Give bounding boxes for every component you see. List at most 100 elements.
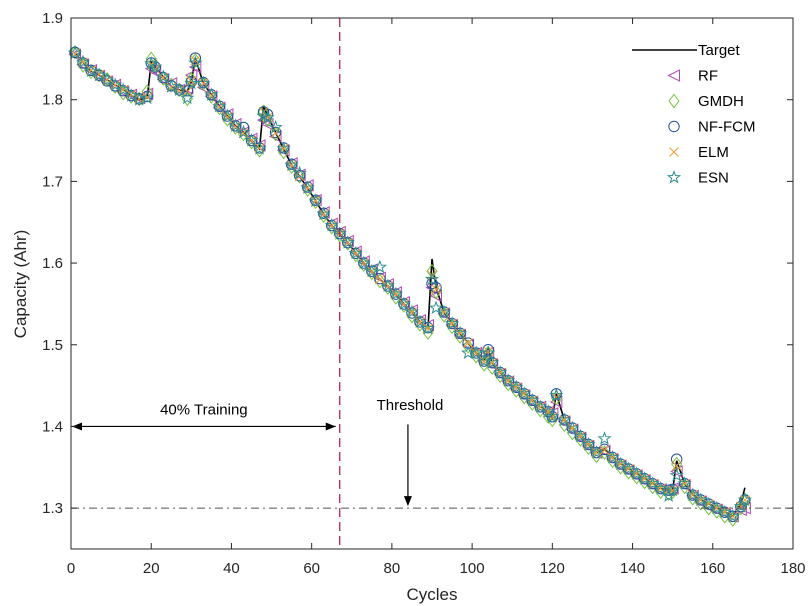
marker-esn bbox=[693, 492, 708, 507]
marker-gmdh bbox=[125, 89, 137, 104]
marker-gmdh bbox=[117, 85, 129, 101]
marker-esn bbox=[380, 278, 395, 292]
marker-esn bbox=[244, 133, 259, 147]
marker-rf bbox=[581, 439, 595, 453]
marker-esn bbox=[228, 118, 243, 132]
marker-rf bbox=[678, 478, 691, 492]
marker-gmdh bbox=[406, 308, 418, 324]
marker-gmdh bbox=[470, 348, 482, 364]
marker-esn bbox=[324, 218, 339, 232]
marker-esn bbox=[148, 59, 163, 74]
marker-gmdh bbox=[221, 111, 234, 127]
marker-gmdh bbox=[534, 402, 546, 418]
marker-esn bbox=[252, 141, 267, 155]
marker-gmdh bbox=[181, 91, 193, 107]
marker-esn bbox=[653, 481, 668, 495]
marker-esn bbox=[565, 420, 580, 435]
marker-esn bbox=[308, 193, 323, 208]
marker-esn bbox=[340, 235, 355, 249]
marker-esn bbox=[260, 110, 275, 124]
marker-esn bbox=[184, 75, 199, 90]
marker-gmdh bbox=[77, 58, 89, 73]
marker-esn bbox=[420, 320, 436, 335]
marker-esn bbox=[292, 165, 307, 180]
marker-esn bbox=[557, 412, 572, 426]
marker-nf-fcm bbox=[269, 126, 282, 139]
marker-gmdh bbox=[438, 308, 450, 323]
marker-rf bbox=[188, 60, 202, 74]
y-tick-label: 1.7 bbox=[42, 173, 63, 190]
marker-gmdh bbox=[606, 453, 619, 469]
marker-esn bbox=[204, 87, 219, 101]
marker-nf-fcm bbox=[426, 277, 438, 290]
marker-rf bbox=[645, 478, 659, 492]
legend: Target RF GMDH NF-FCM ELM ESN bbox=[618, 40, 758, 198]
marker-esn bbox=[404, 304, 420, 319]
y-axis-label: Capacity (Ahr) bbox=[11, 230, 30, 339]
marker-esn bbox=[573, 428, 588, 443]
marker-elm bbox=[431, 284, 441, 295]
marker-gmdh bbox=[342, 236, 354, 251]
marker-gmdh bbox=[189, 53, 201, 68]
legend-box bbox=[618, 40, 758, 198]
legend-label-nf-fcm: NF-FCM bbox=[698, 119, 755, 136]
x-tick-label: 180 bbox=[780, 560, 805, 577]
marker-esn bbox=[388, 286, 403, 301]
y-tick-label: 1.8 bbox=[42, 92, 63, 109]
marker-esn bbox=[424, 271, 440, 286]
marker-gmdh bbox=[462, 339, 474, 354]
marker-esn bbox=[300, 180, 315, 194]
marker-esn bbox=[621, 461, 636, 475]
y-tick-label: 1.4 bbox=[42, 418, 63, 435]
marker-esn bbox=[436, 304, 452, 319]
marker-nf-fcm bbox=[77, 57, 89, 69]
marker-gmdh bbox=[687, 491, 699, 506]
legend-label-gmdh: GMDH bbox=[698, 93, 744, 110]
x-tick-label: 20 bbox=[143, 560, 160, 577]
legend-swatch-nf-fcm bbox=[668, 120, 680, 133]
marker-esn bbox=[116, 82, 131, 96]
marker-esn bbox=[509, 379, 524, 394]
marker-gmdh bbox=[622, 464, 635, 480]
marker-esn bbox=[196, 75, 211, 90]
marker-esn bbox=[100, 72, 115, 87]
marker-esn bbox=[172, 82, 187, 96]
legend-swatch-gmdh bbox=[668, 93, 680, 109]
marker-esn bbox=[717, 504, 732, 519]
marker-esn bbox=[485, 355, 500, 369]
marker-esn bbox=[156, 69, 171, 83]
marker-rf bbox=[445, 318, 459, 332]
marker-rf bbox=[493, 367, 507, 381]
marker-gmdh bbox=[510, 383, 522, 398]
marker-esn bbox=[517, 386, 532, 400]
marker-rf bbox=[629, 469, 643, 482]
marker-esn bbox=[669, 468, 684, 482]
marker-esn bbox=[348, 245, 363, 260]
marker-gmdh bbox=[614, 459, 627, 475]
marker-nf-fcm bbox=[189, 52, 202, 64]
marker-esn bbox=[477, 353, 492, 368]
y-tick-label: 1.3 bbox=[42, 500, 63, 517]
marker-gmdh bbox=[426, 263, 438, 279]
marker-esn bbox=[545, 409, 560, 423]
marker-esn bbox=[83, 63, 99, 78]
marker-esn bbox=[493, 365, 508, 379]
marker-esn bbox=[605, 450, 620, 464]
marker-gmdh bbox=[727, 512, 739, 527]
marker-nf-fcm bbox=[293, 169, 306, 182]
marker-nf-fcm bbox=[670, 453, 683, 465]
x-tick-label: 40 bbox=[223, 560, 240, 577]
x-tick-label: 0 bbox=[67, 560, 75, 577]
threshold-label: Threshold bbox=[377, 397, 444, 414]
marker-esn bbox=[140, 90, 155, 105]
axes-layer bbox=[70, 17, 794, 550]
marker-nf-fcm bbox=[406, 307, 418, 319]
marker-esn bbox=[108, 77, 123, 92]
marker-gmdh bbox=[630, 469, 643, 485]
marker-rf bbox=[621, 464, 635, 477]
marker-esn bbox=[737, 492, 752, 507]
marker-gmdh bbox=[422, 325, 434, 340]
marker-esn bbox=[124, 88, 139, 102]
x-tick-label: 160 bbox=[700, 560, 725, 577]
